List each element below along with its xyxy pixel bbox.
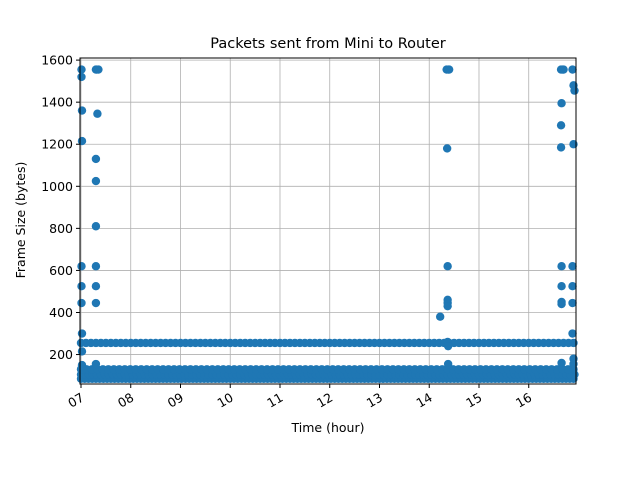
y-tick-label: 1400 [41, 95, 73, 110]
data-point [557, 99, 566, 108]
data-point [91, 176, 101, 186]
data-point [77, 262, 86, 271]
data-point [91, 222, 101, 231]
data-point [442, 144, 452, 153]
x-tick-label: 13 [364, 390, 385, 411]
data-point [77, 106, 87, 115]
x-tick-label: 12 [314, 390, 335, 411]
y-tick-label: 800 [49, 221, 73, 236]
x-axis-label: Time (hour) [291, 420, 365, 435]
data-point [435, 312, 445, 321]
x-tick-label: 16 [513, 390, 534, 411]
chart-title: Packets sent from Mini to Router [210, 36, 446, 52]
data-point [91, 154, 101, 164]
y-axis-label: Frame Size (bytes) [13, 162, 28, 279]
x-tick-label: 11 [264, 390, 285, 411]
data-point [444, 65, 454, 74]
y-tick-label: 1000 [41, 179, 73, 194]
data-point [557, 299, 566, 309]
data-point [443, 341, 453, 351]
grid-lines [80, 58, 576, 384]
y-tick-label: 1600 [41, 53, 73, 68]
x-tick-label: 08 [115, 390, 136, 411]
y-axis-ticks: 200 400 600 800 1000 1200 1400 1600 [41, 53, 80, 362]
data-points [76, 65, 579, 383]
x-tick-label: 09 [165, 390, 186, 411]
data-point [443, 301, 452, 311]
data-point [91, 262, 101, 271]
data-point [93, 109, 102, 118]
data-point [568, 282, 577, 291]
data-point [557, 282, 566, 291]
data-point [568, 262, 577, 271]
data-point [91, 282, 101, 291]
data-point [94, 65, 103, 74]
data-point [559, 65, 568, 74]
data-point [77, 298, 86, 308]
x-tick-label: 14 [413, 390, 434, 411]
data-point [557, 262, 566, 271]
y-tick-label: 1200 [41, 137, 73, 152]
data-point [77, 282, 86, 291]
data-point [443, 359, 453, 369]
data-point [91, 298, 101, 308]
x-tick-label: 15 [463, 390, 484, 411]
data-point [443, 262, 452, 271]
data-point [77, 65, 86, 74]
data-point [568, 329, 577, 338]
y-tick-label: 600 [49, 263, 73, 278]
data-point [77, 72, 86, 82]
x-tick-label: 07 [65, 390, 86, 411]
data-point [91, 359, 101, 369]
x-axis-ticks: 07 08 09 10 11 12 13 14 15 16 [65, 384, 534, 411]
data-point [568, 298, 577, 308]
y-tick-label: 200 [49, 347, 73, 362]
plot-area-frame [79, 57, 577, 385]
data-point [570, 86, 579, 95]
x-tick-label: 10 [214, 390, 235, 411]
data-point [556, 143, 566, 152]
data-point [568, 65, 577, 74]
data-point [77, 329, 87, 338]
data-point [556, 121, 566, 130]
data-point [557, 358, 566, 368]
y-tick-label: 400 [49, 305, 73, 320]
